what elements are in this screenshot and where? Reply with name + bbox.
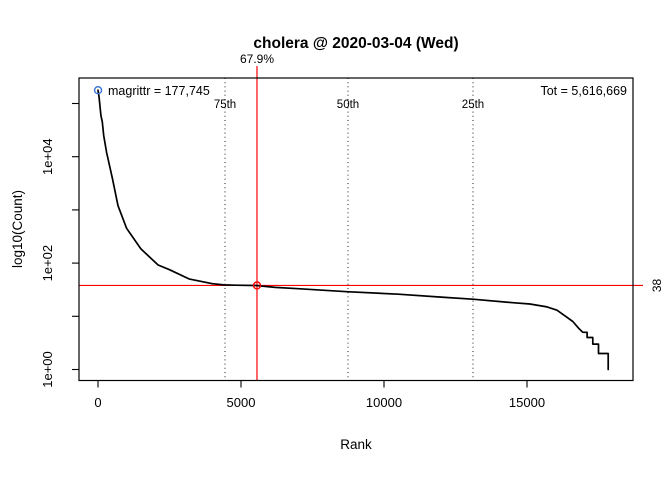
x-tick-label: 0: [94, 395, 101, 410]
y-axis: 1e+00 1e+02 1e+04: [40, 102, 79, 388]
x-axis: 0 5000 10000 15000: [94, 380, 545, 410]
x-tick-label: 10000: [366, 395, 402, 410]
rank-count-curve: [97, 89, 610, 371]
y-tick-label: 1e+04: [40, 138, 55, 175]
y-axis-title: log10(Count): [10, 190, 25, 268]
plot-title: cholera @ 2020-03-04 (Wed): [253, 35, 458, 52]
y-tick-label: 1e+02: [40, 245, 55, 282]
crosshair-count-label: 38: [650, 278, 664, 292]
crosshair-point: [252, 281, 262, 290]
top-package-label: magrittr = 177,745: [108, 84, 210, 98]
percentile-label-50th: 50th: [337, 99, 359, 111]
top-package-point: [93, 86, 103, 95]
percentile-label-25th: 25th: [462, 99, 484, 111]
x-tick-label: 5000: [227, 395, 256, 410]
percentile-label-75th: 75th: [214, 99, 236, 111]
y-tick-label: 1e+00: [40, 351, 55, 388]
crosshair-percent-label: 67.9%: [240, 52, 274, 66]
plot-box: [78, 77, 634, 382]
x-axis-title: Rank: [340, 437, 372, 452]
x-tick-label: 15000: [509, 395, 545, 410]
total-downloads-label: Tot = 5,616,669: [540, 84, 627, 98]
